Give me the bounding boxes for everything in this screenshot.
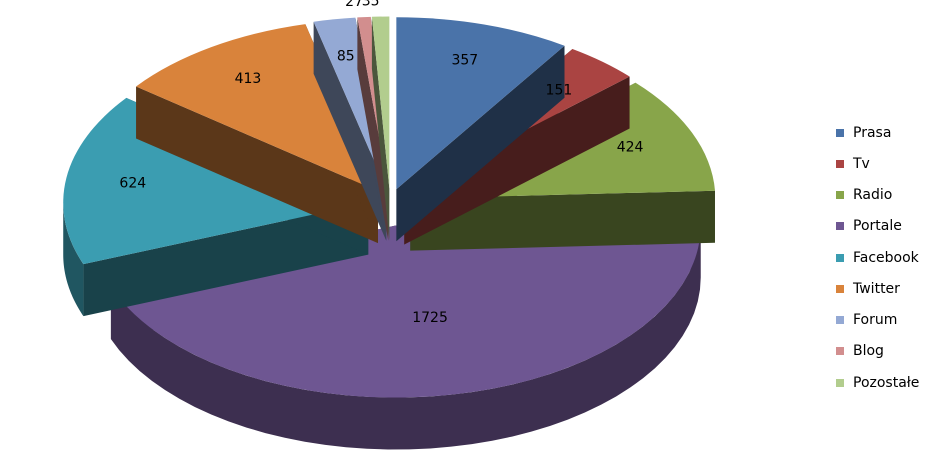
legend-item-twitter: Twitter [836, 273, 919, 304]
legend-swatch-twitter [836, 284, 844, 293]
slice-pozostale-wall-start [371, 16, 390, 241]
legend-label-portale: Portale [853, 218, 902, 235]
slice-pozostale-top [371, 16, 390, 189]
data-label-blog: 27 [345, 0, 363, 10]
legend-label-twitter: Twitter [853, 280, 900, 297]
slice-prasa-top [396, 17, 565, 190]
legend-swatch-radio [836, 191, 844, 200]
data-label-tv: 151 [546, 82, 573, 98]
legend-label-pozostale: Pozostałe [853, 374, 920, 391]
legend-item-radio: Radio [836, 180, 919, 211]
slice-radio-wall-end [410, 190, 715, 251]
legend-label-blog: Blog [853, 343, 884, 360]
slice-prasa-wall-end [396, 45, 565, 242]
legend-item-forum: Forum [836, 305, 919, 336]
legend-swatch-tv [836, 159, 844, 168]
data-label-facebook: 624 [119, 175, 146, 191]
slice-prasa [396, 17, 565, 242]
data-label-prasa: 357 [451, 53, 478, 69]
slice-tv-wall-end [404, 76, 630, 245]
legend-swatch-pozostale [836, 378, 844, 387]
chart-legend: Prasa Tv Radio Portale Facebook Twitter Forum B… [836, 117, 919, 398]
legend-item-pozostale: Pozostałe [836, 367, 919, 398]
slice-twitter-wall-start [136, 86, 378, 244]
slice-facebook-wall-start [83, 202, 369, 317]
legend-item-facebook: Facebook [836, 242, 919, 273]
legend-label-radio: Radio [853, 187, 893, 204]
data-label-portale: 1725 [412, 310, 448, 326]
legend-label-facebook: Facebook [853, 249, 919, 266]
legend-swatch-prasa [836, 128, 844, 137]
slice-forum-wall-start [313, 21, 387, 241]
legend-item-blog: Blog [836, 336, 919, 367]
legend-swatch-blog [836, 347, 844, 356]
legend-swatch-portale [836, 222, 844, 231]
legend-item-portale: Portale [836, 211, 919, 242]
data-label-radio: 424 [617, 139, 644, 155]
legend-swatch-forum [836, 316, 844, 325]
legend-label-tv: Tv [853, 155, 870, 172]
slice-facebook-outer-wall [63, 202, 84, 317]
slice-portale-outer-wall [110, 225, 701, 450]
legend-label-forum: Forum [853, 312, 898, 329]
slice-pozostale [371, 16, 390, 241]
legend-item-prasa: Prasa [836, 117, 919, 148]
legend-label-prasa: Prasa [853, 124, 892, 141]
legend-item-tv: Tv [836, 148, 919, 179]
data-label-pozostale: 35 [362, 0, 380, 10]
data-label-twitter: 413 [235, 71, 262, 87]
data-label-forum: 85 [337, 49, 355, 65]
slice-blog-wall-start [357, 17, 389, 241]
legend-swatch-facebook [836, 253, 844, 262]
slice-forum-top [313, 17, 387, 189]
